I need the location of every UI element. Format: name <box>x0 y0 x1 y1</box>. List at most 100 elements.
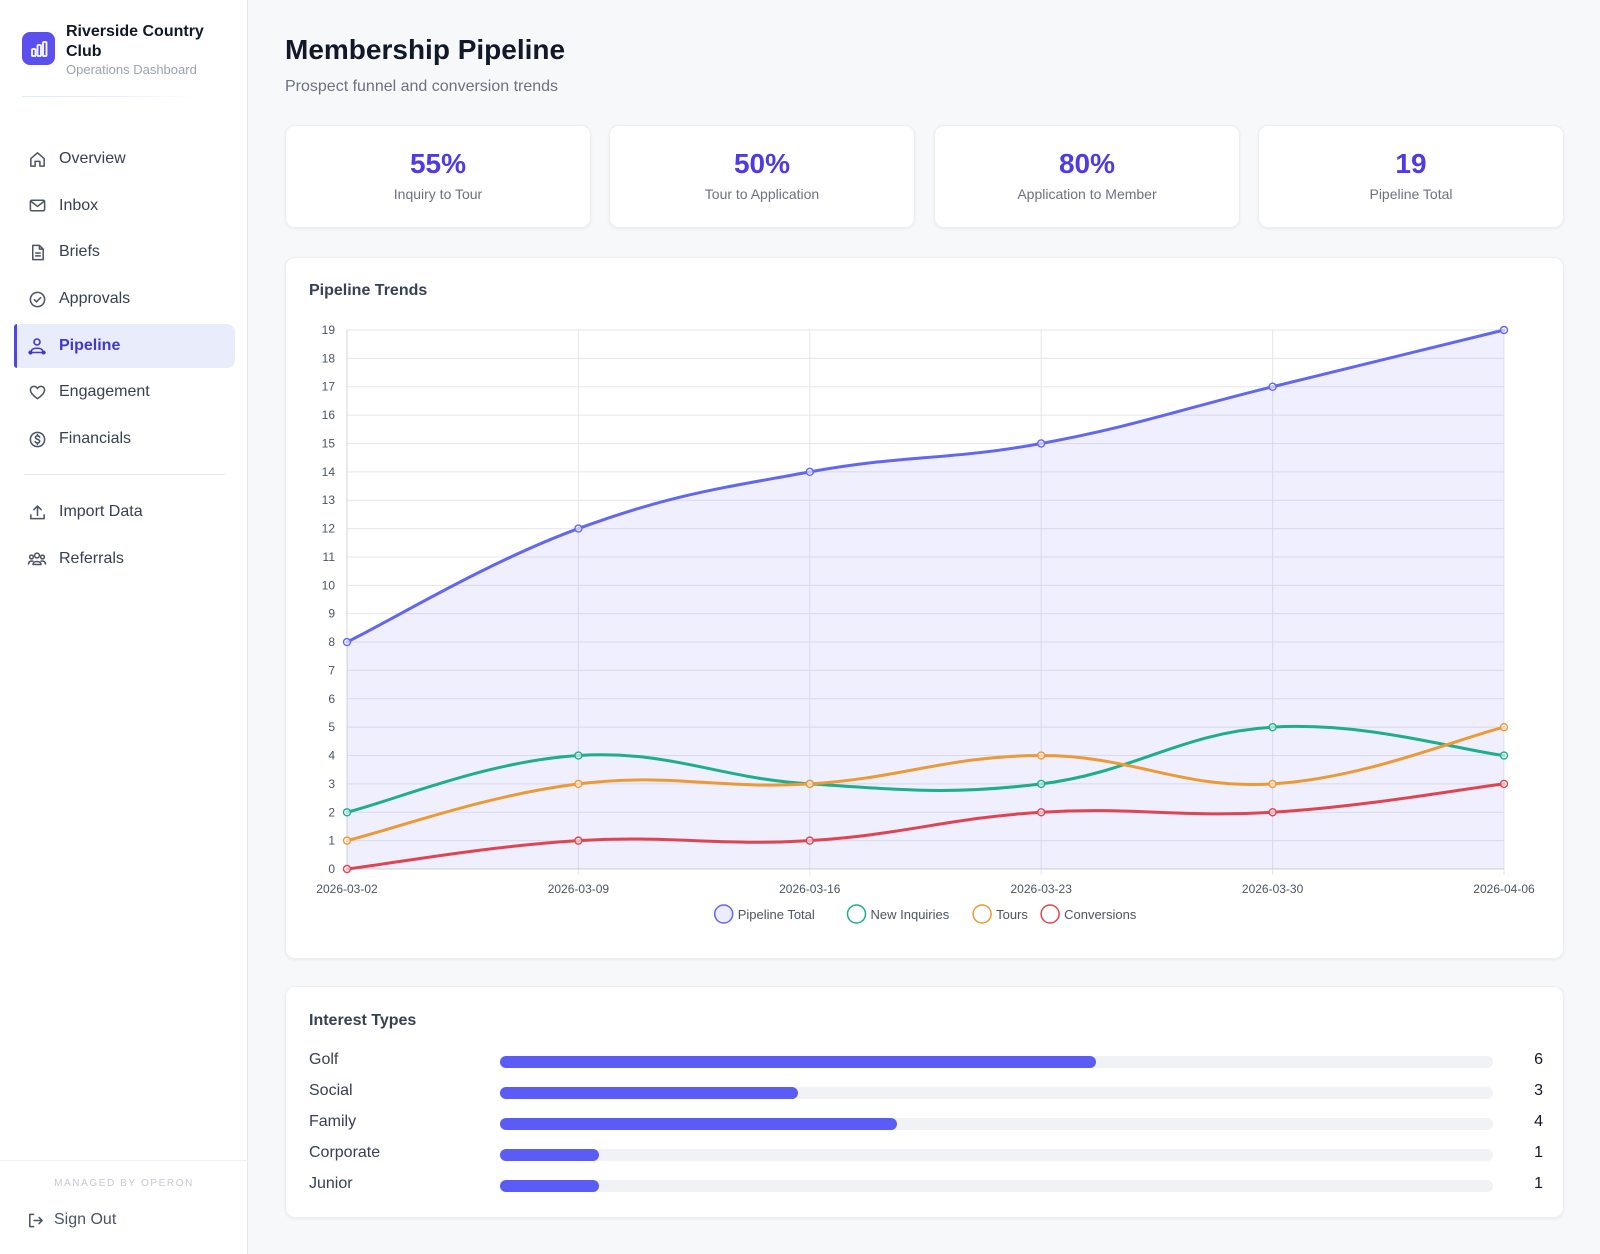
sidebar-footer-divider <box>0 1160 248 1161</box>
nav-item-briefs[interactable]: Briefs <box>14 230 235 274</box>
kpi-card-application-to-member: 80% Application to Member <box>934 125 1240 228</box>
interest-count: 3 <box>1534 1082 1543 1099</box>
mail-icon <box>27 196 47 216</box>
interest-bar-track <box>500 1087 1493 1099</box>
managed-by-label: MANAGED BY OPERON <box>54 1178 194 1189</box>
kpi-label: Tour to Application <box>704 186 820 202</box>
nav-item-label: Pipeline <box>59 336 121 354</box>
legend-swatch-pipeline-total <box>713 904 734 924</box>
nav-item-pipeline[interactable]: Pipeline <box>14 323 235 368</box>
kpi-value: 50% <box>733 148 791 179</box>
data-point-tours <box>342 836 352 845</box>
kpi-label: Inquiry to Tour <box>393 186 483 202</box>
interest-row-golf: Golf 6 <box>309 1050 1543 1074</box>
data-point-pipeline-total <box>1499 325 1509 335</box>
series-area-pipeline-total <box>347 330 1504 869</box>
kpi-card-inquiry-to-tour: 55% Inquiry to Tour <box>285 125 591 228</box>
document-icon <box>27 242 47 262</box>
sign-out-button[interactable]: Sign Out <box>26 1210 116 1230</box>
interest-label: Golf <box>309 1051 339 1068</box>
x-tick-label: 2026-03-09 <box>548 882 610 896</box>
club-name: Riverside Country Club <box>66 23 204 60</box>
interest-row-family: Family 4 <box>309 1112 1543 1136</box>
data-point-tours <box>574 779 583 789</box>
chart-title: Pipeline Trends <box>309 282 428 299</box>
data-point-tours <box>1499 722 1509 732</box>
interest-count: 6 <box>1534 1051 1543 1068</box>
interest-types-card: Interest Types Golf 6 Social 3 Family 4 … <box>285 986 1564 1218</box>
nav-item-label: Financials <box>59 430 132 448</box>
data-point-tours <box>1268 779 1277 789</box>
y-tick-label: 2 <box>328 805 335 819</box>
check-circle-icon <box>27 289 47 309</box>
data-point-new-inquiries <box>1499 751 1509 760</box>
data-point-tours <box>805 779 814 789</box>
nav-item-import-data[interactable]: Import Data <box>14 490 235 534</box>
nav-item-approvals[interactable]: Approvals <box>14 277 235 321</box>
kpi-value: 80% <box>1058 148 1116 179</box>
kpi-card-pipeline-total: 19 Pipeline Total <box>1258 125 1564 228</box>
upload-icon <box>27 502 47 522</box>
dashboard-subtitle: Operations Dashboard <box>66 62 197 77</box>
y-tick-label: 10 <box>322 578 336 592</box>
series-line-tours <box>345 725 1506 843</box>
nav-item-engagement[interactable]: Engagement <box>14 370 235 414</box>
kpi-label: Pipeline Total <box>1369 186 1453 202</box>
interest-count: 1 <box>1534 1144 1543 1161</box>
user-pipeline-icon <box>27 336 47 356</box>
nav-item-label: Referrals <box>59 549 124 567</box>
interest-types-title: Interest Types <box>309 1012 417 1029</box>
interest-bar-track <box>500 1056 1493 1068</box>
heart-icon <box>27 382 47 402</box>
data-point-conversions <box>805 836 814 845</box>
interest-bar-fill <box>500 1149 600 1161</box>
dollar-circle-icon <box>27 429 47 449</box>
interest-bar-fill <box>500 1056 1096 1068</box>
nav-item-referrals[interactable]: Referrals <box>14 537 235 581</box>
nav-item-label: Approvals <box>59 290 131 308</box>
nav-item-inbox[interactable]: Inbox <box>14 184 235 228</box>
nav-item-overview[interactable]: Overview <box>14 137 235 181</box>
x-tick-label: 2026-04-06 <box>1473 882 1535 896</box>
y-tick-label: 13 <box>322 493 336 507</box>
y-tick-label: 3 <box>328 777 335 791</box>
data-point-pipeline-total <box>342 637 352 647</box>
sidebar: Riverside Country Club Operations Dashbo… <box>0 0 248 1254</box>
legend-label-pipeline-total: Pipeline Total <box>738 907 815 922</box>
nav-item-label: Engagement <box>59 383 150 401</box>
nav-item-label: Overview <box>59 150 126 167</box>
interest-label: Junior <box>309 1175 353 1192</box>
nav-item-financials[interactable]: Financials <box>14 417 235 461</box>
interest-bar-fill <box>500 1180 600 1192</box>
data-point-tours <box>1037 751 1046 760</box>
data-point-conversions <box>1037 808 1046 817</box>
sign-out-label: Sign Out <box>54 1211 117 1228</box>
interest-bar-track <box>500 1118 1493 1130</box>
legend-swatch-conversions <box>1040 904 1060 924</box>
y-tick-label: 11 <box>323 550 336 564</box>
kpi-value: 55% <box>409 148 467 179</box>
y-tick-label: 12 <box>322 522 336 536</box>
interest-bar-fill <box>500 1087 798 1099</box>
nav-divider <box>24 474 225 476</box>
interest-row-corporate: Corporate 1 <box>309 1143 1543 1167</box>
interest-label: Family <box>309 1113 357 1130</box>
bar-chart-logo-icon <box>22 32 55 65</box>
interest-bar-track <box>500 1180 1493 1192</box>
y-tick-label: 16 <box>322 408 336 422</box>
data-point-pipeline-total <box>1268 382 1277 391</box>
y-tick-label: 4 <box>328 749 335 763</box>
y-tick-label: 5 <box>328 720 335 734</box>
kpi-card-tour-to-application: 50% Tour to Application <box>609 125 915 228</box>
data-point-conversions <box>1268 808 1277 817</box>
main-nav: Overview Inbox Briefs Approvals Pipeline <box>14 137 235 584</box>
pipeline-trends-card: Pipeline Trends 0 1 2 3 4 5 6 7 8 9 10 11 12 13 14 15 16… <box>285 257 1564 959</box>
series-line-conversions <box>345 782 1506 871</box>
series-line-pipeline-total <box>345 328 1506 644</box>
y-tick-label: 15 <box>322 436 336 450</box>
page-title: Membership Pipeline <box>285 34 566 65</box>
legend-swatch-tours <box>972 904 992 924</box>
y-tick-label: 0 <box>328 862 335 876</box>
y-tick-label: 18 <box>322 351 336 365</box>
brand-divider <box>22 96 202 97</box>
